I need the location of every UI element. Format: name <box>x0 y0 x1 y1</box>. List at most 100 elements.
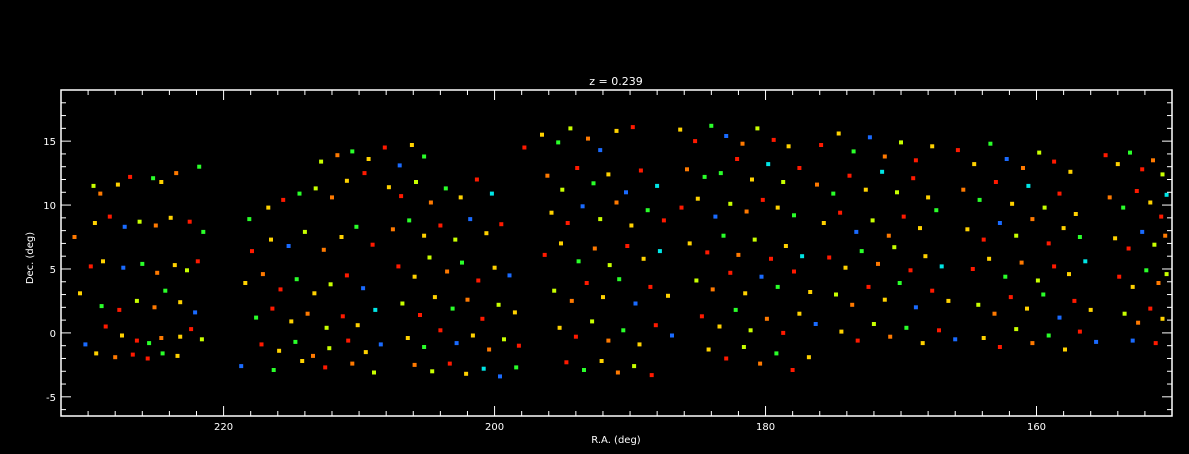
data-point-259 <box>836 131 841 136</box>
data-point-296 <box>930 288 935 293</box>
data-point-162 <box>624 190 628 195</box>
data-point-317 <box>1010 201 1015 206</box>
data-point-250 <box>813 322 818 326</box>
data-point-126 <box>400 301 405 306</box>
data-point-363 <box>1148 200 1153 205</box>
data-point-101 <box>422 154 427 159</box>
data-point-271 <box>895 190 899 195</box>
data-point-32 <box>103 324 108 329</box>
data-point-161 <box>606 172 611 177</box>
data-point-121 <box>445 269 450 274</box>
data-point-158 <box>560 187 565 192</box>
data-point-45 <box>175 353 180 358</box>
data-point-238 <box>743 291 748 296</box>
data-point-94 <box>319 159 324 164</box>
data-point-167 <box>580 204 585 209</box>
data-point-168 <box>598 217 603 222</box>
x-tick-label-0: 220 <box>214 422 233 433</box>
data-point-309 <box>1004 157 1009 161</box>
data-point-129 <box>450 306 455 311</box>
data-point-28 <box>152 305 157 310</box>
data-point-61 <box>339 235 344 239</box>
data-point-208 <box>755 126 760 131</box>
data-point-313 <box>1068 169 1073 174</box>
data-point-308 <box>988 141 993 146</box>
data-point-287 <box>908 268 913 273</box>
data-point-276 <box>854 229 859 234</box>
data-point-9 <box>107 214 112 219</box>
data-point-156 <box>630 125 635 130</box>
data-point-120 <box>427 255 432 260</box>
data-point-197 <box>564 360 569 365</box>
data-point-304 <box>937 328 941 333</box>
data-point-130 <box>465 297 470 302</box>
data-point-297 <box>946 298 951 303</box>
data-point-330 <box>970 267 975 271</box>
data-point-7 <box>197 164 202 169</box>
data-point-151 <box>556 140 561 145</box>
data-point-209 <box>771 137 776 142</box>
data-point-38 <box>189 327 194 332</box>
data-point-217 <box>781 180 786 184</box>
x-tick-label-3: 160 <box>1027 422 1046 433</box>
data-point-0 <box>91 183 96 188</box>
data-point-159 <box>575 166 580 170</box>
data-point-186 <box>633 301 638 306</box>
data-point-286 <box>892 245 897 250</box>
data-point-153 <box>586 136 590 141</box>
data-point-102 <box>386 185 391 190</box>
data-point-263 <box>899 140 903 145</box>
data-point-123 <box>476 278 481 283</box>
data-point-372 <box>1130 284 1135 289</box>
data-point-240 <box>775 284 780 289</box>
data-point-19 <box>140 261 145 266</box>
data-point-79 <box>373 307 378 312</box>
data-point-335 <box>1052 264 1057 269</box>
data-point-46 <box>83 342 88 347</box>
data-point-70 <box>344 273 349 278</box>
data-point-255 <box>774 351 779 356</box>
y-tick-label-1: 0 <box>50 329 56 340</box>
x-tick-label-2: 180 <box>756 422 775 433</box>
data-point-118 <box>396 264 401 269</box>
data-point-376 <box>1122 311 1127 316</box>
data-point-274 <box>821 221 826 225</box>
data-point-279 <box>901 214 906 219</box>
data-point-1 <box>98 191 103 196</box>
data-point-283 <box>843 265 848 270</box>
data-point-331 <box>987 256 992 261</box>
data-point-82 <box>293 339 298 344</box>
data-point-212 <box>702 174 707 179</box>
data-point-53 <box>330 195 334 200</box>
data-point-96 <box>350 149 355 154</box>
data-point-320 <box>1057 191 1062 196</box>
data-point-103 <box>399 194 404 199</box>
data-point-315 <box>977 197 982 202</box>
data-point-89 <box>271 368 276 372</box>
data-point-360 <box>1107 195 1112 200</box>
x-axis-label: R.A. (deg) <box>591 435 641 446</box>
data-point-86 <box>363 350 368 355</box>
data-point-143 <box>430 369 435 374</box>
data-point-251 <box>706 347 711 352</box>
x-tick-label-1: 200 <box>485 422 504 433</box>
data-point-2 <box>115 182 120 187</box>
data-point-136 <box>438 328 443 333</box>
data-point-6 <box>174 171 179 176</box>
data-point-260 <box>851 149 856 154</box>
data-point-114 <box>453 237 458 242</box>
data-point-198 <box>582 368 586 372</box>
data-point-362 <box>1134 189 1139 193</box>
data-point-76 <box>324 325 329 330</box>
data-point-359 <box>1160 172 1165 177</box>
data-point-90 <box>300 359 305 363</box>
data-point-292 <box>866 284 871 289</box>
data-point-65 <box>260 272 265 277</box>
data-point-92 <box>350 361 355 366</box>
data-point-57 <box>269 237 273 242</box>
data-point-303 <box>920 341 925 346</box>
data-point-204 <box>693 139 698 144</box>
data-point-127 <box>418 313 422 317</box>
data-point-93 <box>372 370 376 375</box>
